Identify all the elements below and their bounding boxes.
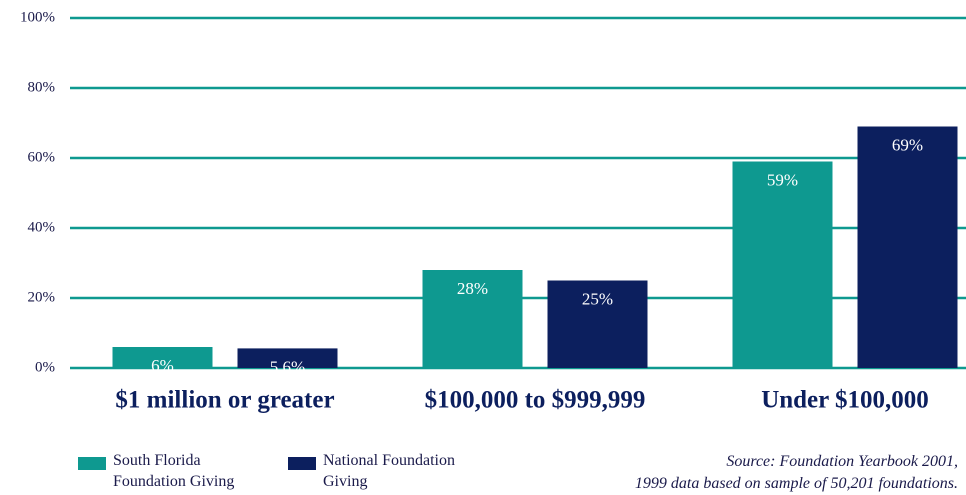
legend-label: South Florida Foundation Giving: [113, 452, 235, 490]
bar: [422, 270, 523, 368]
data-label: 6%: [151, 356, 174, 375]
source-note: Source: Foundation Yearbook 2001, 1999 d…: [635, 451, 958, 495]
data-label: 5.6%: [270, 357, 305, 376]
x-tick-label: Under $100,000: [761, 387, 929, 414]
source-line: 1999 data based on sample of 50,201 foun…: [634, 475, 958, 492]
data-label: 28%: [457, 279, 488, 298]
y-tick-label: 60%: [28, 149, 56, 165]
y-tick-label: 0%: [35, 359, 55, 375]
data-label: 59%: [767, 170, 798, 189]
source-line: Source: Foundation Yearbook 2001,: [726, 453, 958, 470]
y-tick-label: 20%: [28, 289, 56, 305]
bar: [112, 347, 213, 368]
x-tick-label: $1 million or greater: [115, 387, 334, 414]
x-tick-label: $100,000 to $999,999: [425, 387, 646, 414]
bar: [732, 161, 833, 368]
bar: [857, 126, 958, 368]
bar: [547, 280, 648, 368]
bar: [237, 348, 338, 368]
data-label: 25%: [582, 289, 613, 308]
legend-swatch: [78, 457, 106, 470]
data-label: 69%: [892, 135, 923, 154]
y-tick-label: 80%: [28, 79, 56, 95]
legend-label: National Foundation Giving: [323, 452, 455, 490]
y-tick-label: 40%: [28, 219, 56, 235]
chart: 0% 20% 40% 60% 80% 100% $1 million or greater 6…: [20, 9, 966, 414]
legend-swatch: [288, 457, 316, 470]
y-tick-label: 100%: [20, 9, 55, 25]
